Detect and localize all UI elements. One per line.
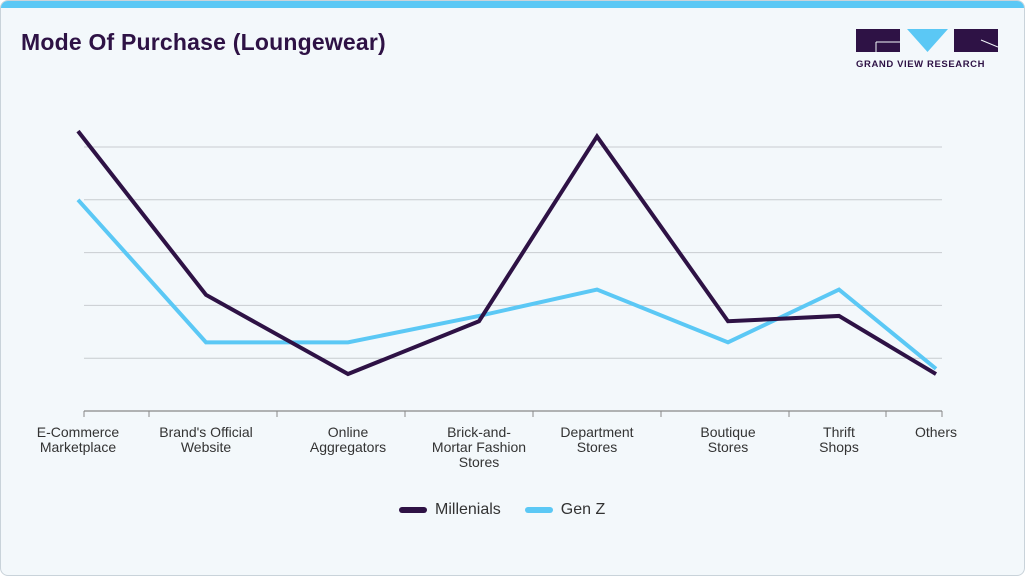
x-tick-label: Department Stores [560, 424, 633, 455]
grand-view-research-logo: GRAND VIEW RESEARCH [856, 29, 999, 71]
top-accent-bar [1, 1, 1024, 8]
chart-title: Mode Of Purchase (Loungewear) [21, 29, 386, 55]
legend-swatch-millenials [399, 507, 427, 513]
series-line-millenials [76, 129, 938, 377]
x-tick-label: Thrift Shops [819, 424, 859, 455]
x-tick-label: Online Aggregators [310, 424, 386, 455]
legend-item-millenials[interactable]: Millenials [399, 501, 501, 519]
line-chart: E-Commerce Marketplace Brand's Official Web… [37, 129, 957, 470]
logo-mark-icon [856, 29, 999, 52]
logo-text: GRAND VIEW RESEARCH [856, 59, 986, 70]
legend-label: Gen Z [560, 501, 606, 518]
x-tick-label: Brick-and-Mortar Fashion Stores [432, 424, 526, 470]
x-tick-label: E-Commerce Marketplace [37, 424, 120, 455]
legend-swatch-gen-z [524, 507, 553, 513]
legend: Millenials Gen Z [399, 501, 629, 519]
x-tick-label: Boutique Stores [700, 424, 755, 455]
legend-item-gen-z[interactable]: Gen Z [524, 501, 606, 519]
x-tick-label: Others [915, 424, 957, 440]
x-tick-label: Brand's Official Website [159, 424, 252, 455]
legend-label: Millenials [435, 501, 501, 518]
series-line-gen-z [76, 198, 938, 371]
